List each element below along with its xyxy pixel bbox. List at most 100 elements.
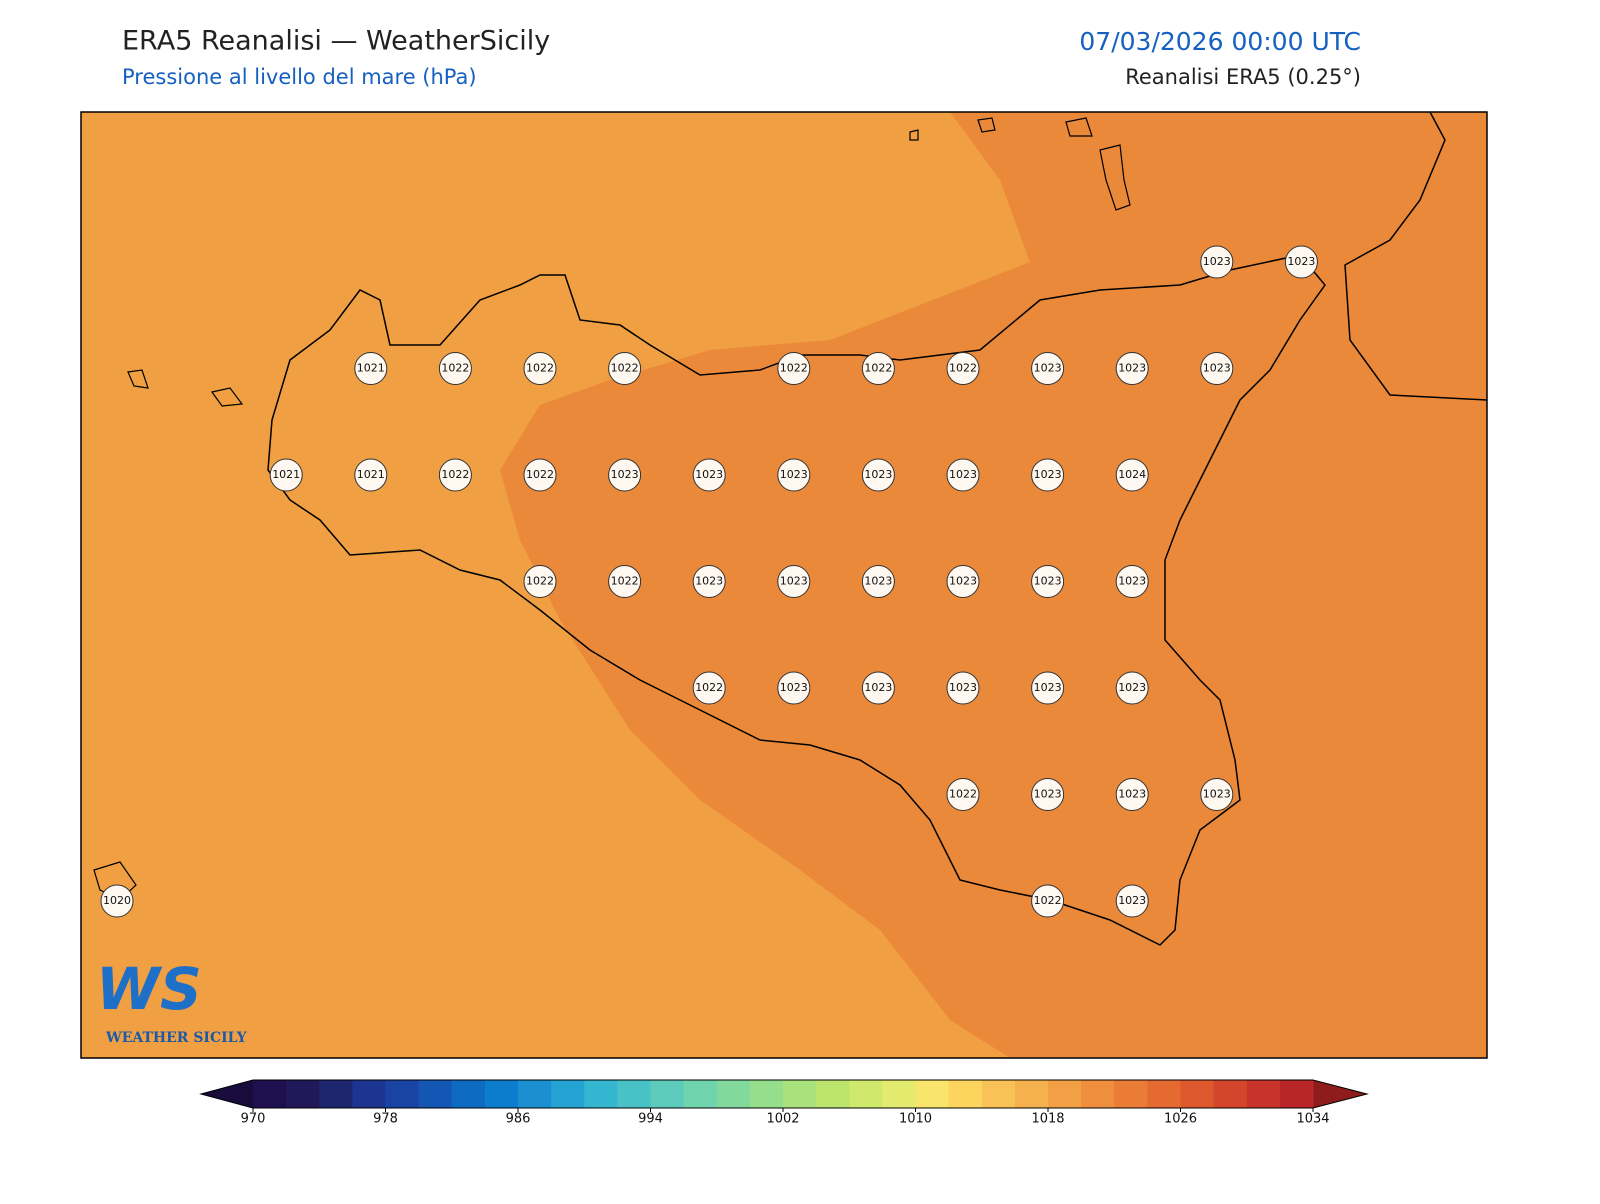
station-marker — [1031, 671, 1065, 705]
station-marker — [438, 352, 472, 385]
station-marker — [777, 565, 811, 598]
station-marker — [1031, 352, 1065, 385]
station-value: 1023 — [949, 468, 977, 481]
station-marker — [946, 458, 980, 492]
colorbar-bin — [1246, 1080, 1281, 1108]
colorbar-tick-label: 1018 — [1031, 1112, 1064, 1127]
colorbar-bin — [915, 1080, 950, 1108]
station-value: 1022 — [949, 788, 977, 801]
station-value: 1023 — [1034, 468, 1062, 481]
colorbar-tick-label: 1026 — [1164, 1112, 1197, 1127]
station-marker — [777, 352, 811, 385]
colorbar: 970 978 986 994 1002 1010 1018 1026 1034 — [199, 1079, 1369, 1127]
station-marker — [523, 352, 557, 385]
colorbar-bin — [650, 1080, 685, 1108]
station-value: 1023 — [780, 575, 808, 588]
colorbar-bin — [948, 1080, 983, 1108]
station-value: 1022 — [441, 468, 469, 481]
station-value: 1022 — [695, 681, 723, 694]
colorbar-bin — [451, 1080, 486, 1108]
station-marker — [523, 565, 557, 598]
colorbar-bin — [253, 1080, 287, 1108]
station-value: 1023 — [864, 681, 892, 694]
colorbar-bin — [1180, 1080, 1215, 1108]
station-value: 1022 — [441, 362, 469, 375]
station-marker — [100, 884, 134, 918]
station-marker — [608, 352, 642, 385]
station-marker — [1031, 565, 1065, 598]
station-value: 1023 — [1034, 681, 1062, 694]
station-value: 1023 — [1287, 255, 1315, 268]
datetime: 07/03/2026 00:00 UTC — [1079, 27, 1361, 56]
station-marker — [946, 671, 980, 705]
colorbar-under — [201, 1080, 253, 1108]
colorbar-bin — [1147, 1080, 1181, 1108]
colorbar-bin — [484, 1080, 519, 1108]
logo-mark: WS — [96, 955, 202, 1023]
station-value: 1023 — [1034, 362, 1062, 375]
calabria-coastline — [1344, 111, 1488, 401]
station-marker — [946, 778, 980, 811]
islands — [93, 117, 1131, 901]
colorbar-bin — [849, 1080, 883, 1108]
station-marker — [1115, 778, 1149, 811]
station-marker — [1115, 458, 1149, 492]
station-marker — [777, 458, 811, 492]
station-value: 1023 — [949, 681, 977, 694]
station-marker — [1115, 884, 1149, 918]
station-value: 1023 — [1118, 362, 1146, 375]
station-marker — [438, 458, 472, 492]
station-value: 1021 — [357, 362, 385, 375]
station-marker — [1200, 352, 1234, 385]
colorbar-tick-label: 1002 — [766, 1112, 799, 1127]
station-marker — [1031, 458, 1065, 492]
colorbar-bin — [882, 1080, 916, 1108]
colorbar-bin — [1014, 1080, 1049, 1108]
station-marker — [692, 458, 726, 492]
logo-text: WEATHER SICILY — [105, 1030, 248, 1046]
station-marker — [1031, 778, 1065, 811]
station-value: 1023 — [1034, 788, 1062, 801]
pressure-field-high — [500, 112, 1487, 1058]
station-marker — [692, 671, 726, 705]
colorbar-bin — [584, 1080, 618, 1108]
station-marker — [608, 565, 642, 598]
colorbar-tick-label: 1034 — [1296, 1112, 1329, 1127]
station-marker — [692, 565, 726, 598]
station-marker — [1284, 245, 1318, 279]
colorbar-bin — [1081, 1080, 1115, 1108]
colorbar-over — [1313, 1080, 1367, 1108]
colorbar-bin — [352, 1080, 386, 1108]
colorbar-bin — [617, 1080, 651, 1108]
station-marker — [1115, 671, 1149, 705]
colorbar-bin — [683, 1080, 718, 1108]
station-marker — [354, 458, 388, 492]
colorbar-bin — [418, 1080, 453, 1108]
station-value: 1022 — [1034, 894, 1062, 907]
station-marker — [861, 565, 895, 598]
station-value: 1023 — [780, 468, 808, 481]
station-value: 1022 — [611, 362, 639, 375]
station-marker — [861, 458, 895, 492]
station-value: 1022 — [526, 575, 554, 588]
station-marker — [523, 458, 557, 492]
station-value: 1022 — [864, 362, 892, 375]
colorbar-tick-label: 986 — [506, 1112, 531, 1127]
colorbar-bin — [981, 1080, 1016, 1108]
logo: WS WEATHER SICILY — [96, 955, 248, 1046]
station-marker — [354, 352, 388, 385]
station-value: 1023 — [1203, 362, 1231, 375]
station-value: 1022 — [949, 362, 977, 375]
colorbar-bin — [551, 1080, 585, 1108]
station-value: 1023 — [864, 468, 892, 481]
station-marker — [946, 565, 980, 598]
station-value: 1022 — [611, 575, 639, 588]
station-value: 1023 — [1034, 575, 1062, 588]
map-frame — [80, 111, 1488, 1059]
station-value: 1023 — [1118, 575, 1146, 588]
colorbar-tick-label: 994 — [638, 1112, 663, 1127]
station-marker — [1031, 884, 1065, 918]
station-value: 1020 — [103, 894, 131, 907]
colorbar-bin — [749, 1080, 784, 1108]
